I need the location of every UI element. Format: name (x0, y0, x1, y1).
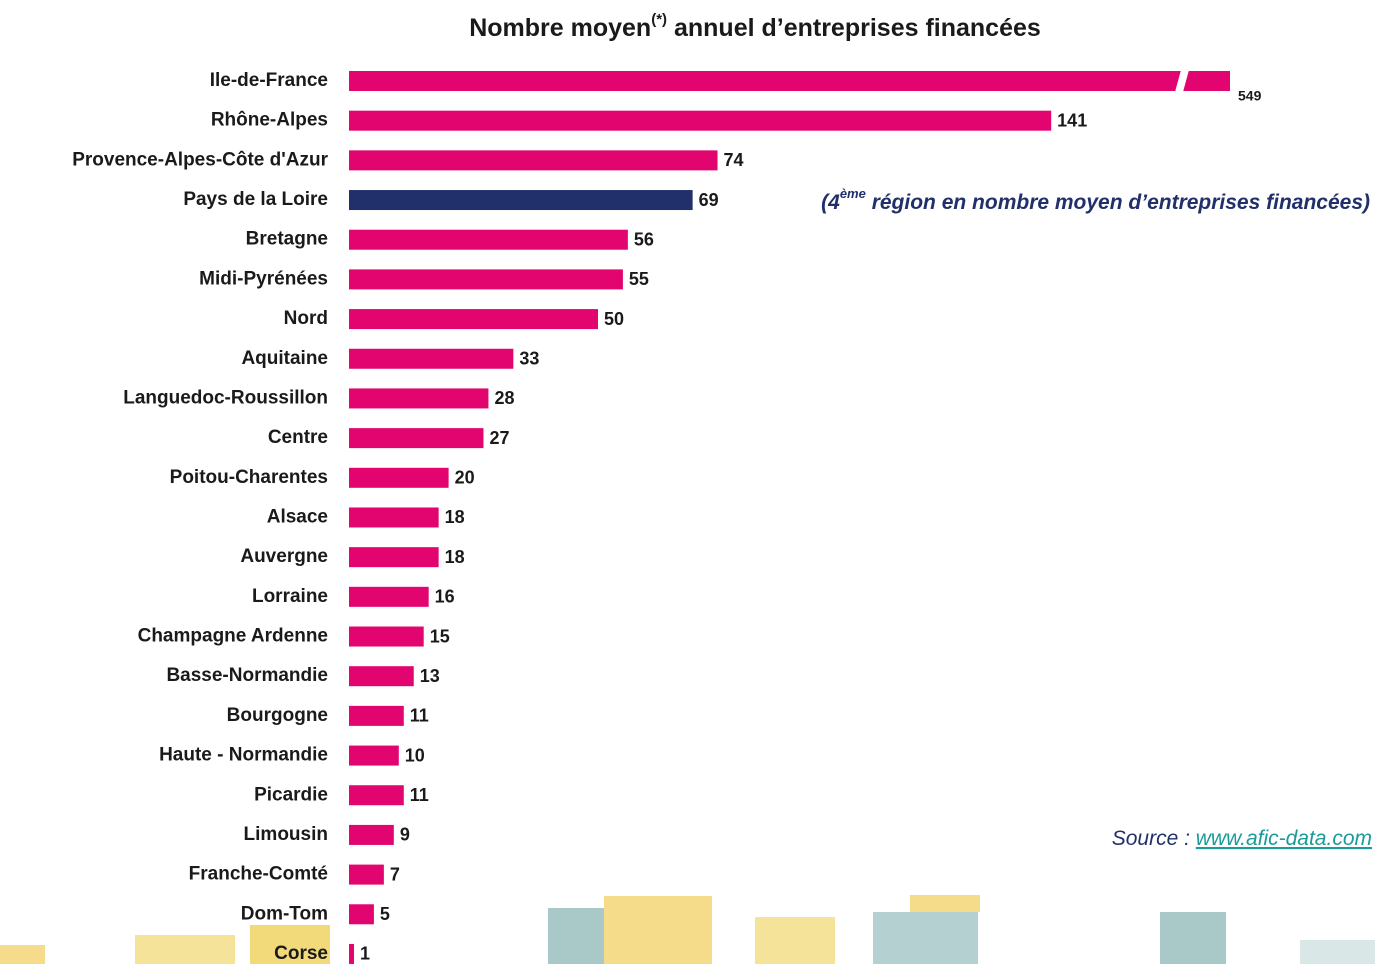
bar (349, 348, 514, 369)
value-label: 50 (604, 309, 624, 329)
source-text: Source : (1112, 827, 1196, 850)
category-label: Champagne Ardenne (138, 626, 328, 647)
value-label: 5 (380, 904, 390, 924)
category-label: Auvergne (240, 546, 328, 567)
value-label: 20 (455, 468, 475, 488)
bar (349, 507, 439, 528)
bar (349, 864, 384, 885)
category-label: Rhône-Alpes (211, 110, 328, 131)
bar (349, 785, 404, 806)
bar (349, 388, 489, 409)
value-label: 55 (629, 269, 649, 289)
bar (349, 824, 394, 845)
value-label: 18 (445, 507, 465, 527)
value-label: 15 (430, 626, 450, 646)
category-label: Provence-Alpes-Côte d'Azur (72, 149, 328, 170)
category-label: Ile-de-France (210, 70, 328, 91)
category-label: Aquitaine (241, 348, 328, 369)
title-text: Nombre moyen (469, 14, 651, 42)
category-label: Limousin (244, 824, 328, 845)
annotation-sup: ème (840, 186, 866, 201)
bar (349, 110, 1052, 131)
value-label: 11 (410, 706, 429, 726)
background-decoration (0, 895, 1375, 964)
category-label: Alsace (267, 506, 328, 527)
value-label: 28 (494, 388, 514, 408)
category-label: Franche-Comté (189, 864, 328, 885)
bar (349, 904, 374, 925)
category-label: Bourgogne (227, 705, 328, 726)
annotation: (4ème région en nombre moyen d’entrepris… (821, 186, 1370, 213)
bar (349, 745, 399, 766)
bar (349, 626, 424, 647)
title-text: annuel d’entreprises financées (667, 14, 1041, 42)
axis-break (1175, 70, 1189, 92)
category-label: Picardie (254, 784, 328, 805)
bar (349, 150, 718, 171)
category-label: Bretagne (246, 229, 328, 250)
value-label: 549 (1238, 88, 1262, 104)
category-label: Languedoc-Roussillon (123, 387, 328, 408)
bar (349, 309, 598, 330)
bar (349, 547, 439, 568)
category-label: Midi-Pyrénées (199, 268, 328, 289)
source: Source : www.afic-data.com (1112, 827, 1372, 850)
category-label: Centre (268, 427, 328, 448)
value-label: 7 (390, 864, 400, 884)
value-label: 33 (519, 349, 539, 369)
category-label: Poitou-Charentes (170, 467, 328, 488)
bar (349, 71, 1230, 91)
value-label: 16 (435, 587, 455, 607)
source-link[interactable]: www.afic-data.com (1196, 827, 1372, 850)
category-label: Lorraine (252, 586, 328, 607)
bar (349, 269, 623, 290)
category-label: Nord (284, 308, 328, 329)
annotation-text: (4 (821, 191, 840, 214)
value-label: 69 (699, 190, 719, 210)
bar (349, 467, 449, 488)
value-label: 13 (420, 666, 440, 686)
title-sup: (*) (651, 11, 667, 28)
category-label: Corse (274, 943, 328, 964)
chart-title: Nombre moyen(*) annuel d’entreprises fin… (469, 11, 1041, 42)
value-label: 141 (1057, 110, 1087, 130)
category-label: Dom-Tom (241, 903, 328, 924)
value-label: 9 (400, 825, 410, 845)
category-label: Haute - Normandie (159, 745, 328, 766)
bar (349, 943, 354, 964)
value-label: 56 (634, 229, 654, 249)
category-label: Basse-Normandie (166, 665, 328, 686)
value-label: 10 (405, 745, 425, 765)
bar (349, 705, 404, 726)
value-label: 27 (489, 428, 509, 448)
value-label: 1 (360, 944, 370, 964)
value-label: 11 (410, 785, 429, 805)
bar (349, 229, 628, 250)
value-label: 18 (445, 547, 465, 567)
category-label: Pays de la Loire (183, 189, 328, 210)
annotation-text: région en nombre moyen d’entreprises fin… (866, 191, 1370, 214)
bar (349, 586, 429, 607)
bar (349, 666, 414, 687)
value-label: 74 (724, 150, 744, 170)
bar (349, 190, 693, 211)
bar (349, 428, 484, 449)
